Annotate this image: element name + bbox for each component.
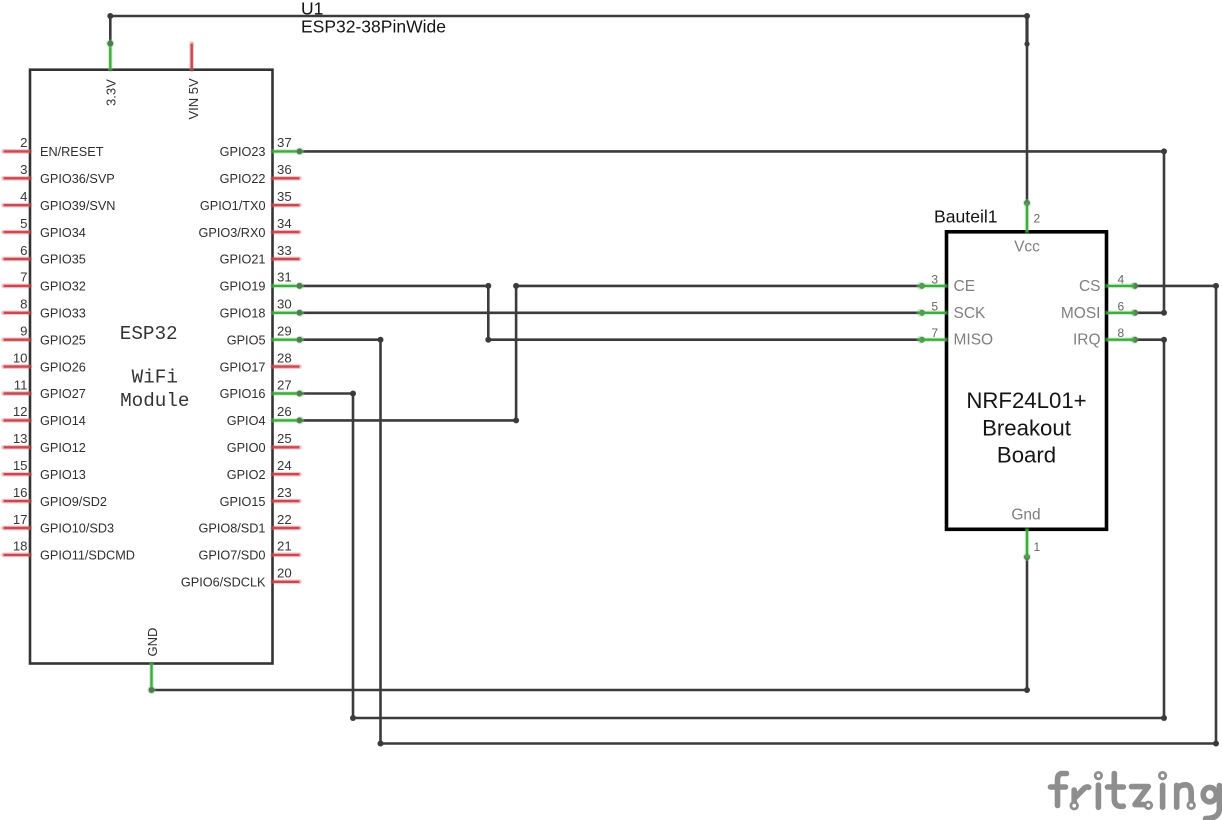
- svg-text:GPIO34: GPIO34: [40, 226, 86, 240]
- svg-text:GND: GND: [145, 628, 160, 657]
- svg-text:18: 18: [13, 539, 28, 554]
- svg-text:EN/RESET: EN/RESET: [40, 145, 104, 159]
- svg-text:GPIO33: GPIO33: [40, 307, 86, 321]
- svg-text:7: 7: [931, 326, 938, 340]
- svg-text:GPIO16: GPIO16: [220, 387, 266, 401]
- svg-text:IRQ: IRQ: [1073, 332, 1101, 349]
- svg-text:GPIO23: GPIO23: [220, 145, 266, 159]
- svg-text:GPIO14: GPIO14: [40, 414, 86, 428]
- svg-text:GPIO4: GPIO4: [227, 414, 266, 428]
- svg-text:2: 2: [1034, 212, 1041, 226]
- svg-text:4: 4: [1118, 272, 1125, 286]
- svg-text:Gnd: Gnd: [1011, 507, 1040, 524]
- svg-text:GPIO15: GPIO15: [220, 495, 266, 509]
- svg-text:GPIO19: GPIO19: [220, 280, 266, 294]
- svg-text:6: 6: [1118, 299, 1125, 313]
- svg-text:MISO: MISO: [954, 332, 994, 349]
- svg-text:20: 20: [277, 566, 292, 581]
- svg-text:GPIO8/SD1: GPIO8/SD1: [199, 522, 266, 536]
- svg-text:GPIO17: GPIO17: [220, 360, 266, 374]
- svg-text:27: 27: [277, 377, 292, 392]
- svg-text:GPIO2: GPIO2: [227, 468, 266, 482]
- svg-text:34: 34: [277, 216, 292, 231]
- svg-text:7: 7: [20, 270, 27, 285]
- svg-text:SCK: SCK: [954, 305, 987, 322]
- svg-text:Module: Module: [120, 390, 189, 412]
- svg-text:5: 5: [20, 216, 27, 231]
- svg-text:VIN 5V: VIN 5V: [186, 78, 201, 120]
- svg-text:6: 6: [20, 243, 27, 258]
- svg-text:28: 28: [277, 350, 292, 365]
- svg-text:11: 11: [14, 377, 28, 392]
- svg-text:GPIO9/SD2: GPIO9/SD2: [40, 495, 107, 509]
- svg-text:GPIO11/SDCMD: GPIO11/SDCMD: [40, 549, 135, 563]
- svg-text:GPIO5: GPIO5: [227, 333, 266, 347]
- svg-text:MOSI: MOSI: [1061, 305, 1101, 322]
- svg-text:22: 22: [277, 512, 292, 527]
- svg-text:3: 3: [20, 162, 27, 177]
- svg-text:1: 1: [1034, 540, 1041, 554]
- svg-text:23: 23: [277, 485, 292, 500]
- svg-text:17: 17: [13, 512, 28, 527]
- svg-text:U1: U1: [301, 0, 323, 18]
- svg-text:21: 21: [277, 539, 292, 554]
- svg-text:GPIO36/SVP: GPIO36/SVP: [40, 172, 115, 186]
- svg-text:33: 33: [277, 243, 292, 258]
- svg-text:GPIO26: GPIO26: [40, 360, 86, 374]
- svg-text:GPIO12: GPIO12: [40, 441, 86, 455]
- svg-text:GPIO25: GPIO25: [40, 333, 86, 347]
- svg-text:GPIO27: GPIO27: [40, 387, 86, 401]
- svg-text:ESP32: ESP32: [120, 323, 178, 345]
- svg-text:5: 5: [931, 299, 938, 313]
- svg-text:4: 4: [20, 189, 27, 204]
- svg-text:NRF24L01+: NRF24L01+: [966, 388, 1086, 413]
- svg-text:CE: CE: [954, 278, 976, 295]
- svg-text:35: 35: [277, 189, 292, 204]
- svg-text:2: 2: [20, 135, 27, 150]
- svg-text:ESP32-38PinWide: ESP32-38PinWide: [301, 17, 446, 37]
- svg-text:GPIO22: GPIO22: [220, 172, 266, 186]
- svg-text:10: 10: [13, 350, 28, 365]
- svg-text:9: 9: [20, 324, 27, 339]
- svg-text:GPIO3/RX0: GPIO3/RX0: [199, 226, 266, 240]
- svg-text:GPIO10/SD3: GPIO10/SD3: [40, 522, 114, 536]
- svg-text:GPIO0: GPIO0: [227, 441, 266, 455]
- svg-text:8: 8: [20, 297, 27, 312]
- svg-text:31: 31: [277, 270, 292, 285]
- svg-text:3: 3: [931, 272, 938, 286]
- svg-text:GPIO18: GPIO18: [220, 307, 266, 321]
- svg-text:GPIO21: GPIO21: [220, 253, 266, 267]
- svg-text:GPIO13: GPIO13: [40, 468, 86, 482]
- svg-text:29: 29: [277, 324, 292, 339]
- svg-text:Breakout: Breakout: [982, 416, 1071, 441]
- svg-text:16: 16: [13, 485, 28, 500]
- svg-text:CS: CS: [1079, 278, 1101, 295]
- svg-text:WiFi: WiFi: [132, 367, 178, 389]
- svg-text:13: 13: [13, 431, 28, 446]
- svg-text:24: 24: [277, 458, 292, 473]
- svg-text:3.3V: 3.3V: [104, 79, 119, 106]
- svg-text:30: 30: [277, 297, 292, 312]
- svg-text:GPIO35: GPIO35: [40, 253, 86, 267]
- svg-text:GPIO32: GPIO32: [40, 280, 86, 294]
- svg-text:Vcc: Vcc: [1014, 239, 1040, 256]
- svg-text:GPIO7/SD0: GPIO7/SD0: [199, 549, 266, 563]
- svg-text:GPIO39/SVN: GPIO39/SVN: [40, 199, 115, 213]
- svg-text:Bauteil1: Bauteil1: [934, 206, 998, 226]
- svg-text:GPIO1/TX0: GPIO1/TX0: [200, 199, 266, 213]
- svg-text:36: 36: [277, 162, 292, 177]
- svg-text:15: 15: [13, 458, 28, 473]
- svg-text:Board: Board: [997, 443, 1056, 468]
- svg-text:8: 8: [1118, 326, 1125, 340]
- svg-text:37: 37: [277, 135, 292, 150]
- svg-text:12: 12: [13, 404, 28, 419]
- svg-text:26: 26: [277, 404, 292, 419]
- svg-text:25: 25: [277, 431, 292, 446]
- svg-text:GPIO6/SDCLK: GPIO6/SDCLK: [181, 576, 266, 590]
